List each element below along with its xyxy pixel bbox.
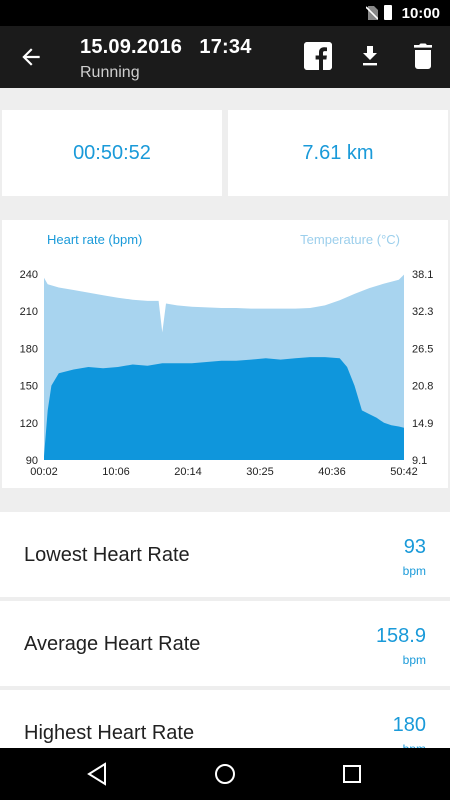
metric-label: Lowest Heart Rate [24, 544, 190, 566]
x-tick-label: 00:02 [30, 466, 58, 478]
trash-icon[interactable] [412, 43, 434, 69]
facebook-icon[interactable] [304, 42, 332, 70]
y-right-tick-label: 20.8 [412, 381, 433, 393]
app-bar: 15.09.2016 17:34 Running [0, 26, 450, 88]
activity-date: 15.09.2016 [80, 36, 183, 58]
home-circle-icon[interactable] [213, 762, 237, 786]
y-right-tick-label: 32.3 [412, 306, 433, 318]
y-right-tick-label: 9.1 [412, 455, 427, 467]
y-right-tick-label: 14.9 [412, 418, 433, 430]
metric-label: Average Heart Rate [24, 633, 201, 655]
metric-average-heart-rate: Average Heart Rate 158.9 bpm [0, 601, 450, 686]
y-left-tick-label: 180 [20, 343, 38, 355]
chart-canvas: Heart rate (bpm) Temperature (°C) 240 210… [20, 232, 434, 478]
y-left-tick-label: 240 [20, 269, 38, 281]
x-tick-label: 20:14 [174, 466, 202, 478]
heart-rate-area [44, 357, 404, 460]
activity-type: Running [80, 64, 140, 81]
back-triangle-icon[interactable] [86, 762, 108, 786]
y-right-tick-label: 38.1 [412, 269, 433, 281]
metric-unit: bpm [402, 653, 426, 667]
y-left-tick-label: 210 [20, 306, 38, 318]
y-right-tick-label: 26.5 [412, 343, 433, 355]
heart-rate-temperature-chart: Heart rate (bpm) Temperature (°C) 240 210… [2, 220, 448, 488]
x-tick-label: 30:25 [246, 466, 274, 478]
activity-title: 15.09.2016 17:34 [80, 36, 252, 59]
duration-card: 00:50:52 [2, 110, 222, 196]
metric-lowest-heart-rate: Lowest Heart Rate 93 bpm [0, 512, 450, 597]
x-tick-label: 10:06 [102, 466, 130, 478]
y-left-tick-label: 120 [20, 418, 38, 430]
status-time: 10:00 [401, 5, 440, 22]
metric-unit: bpm [402, 564, 426, 578]
activity-time: 17:34 [199, 36, 252, 58]
x-tick-label: 50:42 [390, 466, 418, 478]
battery-icon [384, 5, 392, 20]
no-sim-icon [366, 6, 378, 20]
recents-square-icon[interactable] [341, 762, 363, 786]
duration-value: 00:50:52 [73, 141, 151, 164]
legend-heart-rate: Heart rate (bpm) [47, 232, 142, 247]
y-left-tick-label: 150 [20, 381, 38, 393]
y-left-tick-label: 90 [26, 455, 38, 467]
metric-value: 93 [403, 536, 426, 558]
metric-value: 158.9 [375, 625, 426, 647]
status-bar: 10:00 [0, 0, 450, 26]
arrow-left-icon[interactable] [18, 44, 44, 70]
metric-label: Highest Heart Rate [24, 722, 195, 744]
navigation-bar [0, 748, 450, 800]
distance-card: 7.61 km [228, 110, 448, 196]
metric-value: 180 [392, 714, 426, 736]
download-icon[interactable] [358, 44, 382, 70]
legend-temperature: Temperature (°C) [300, 232, 400, 247]
x-tick-label: 40:36 [318, 466, 346, 478]
distance-value: 7.61 km [302, 141, 374, 164]
